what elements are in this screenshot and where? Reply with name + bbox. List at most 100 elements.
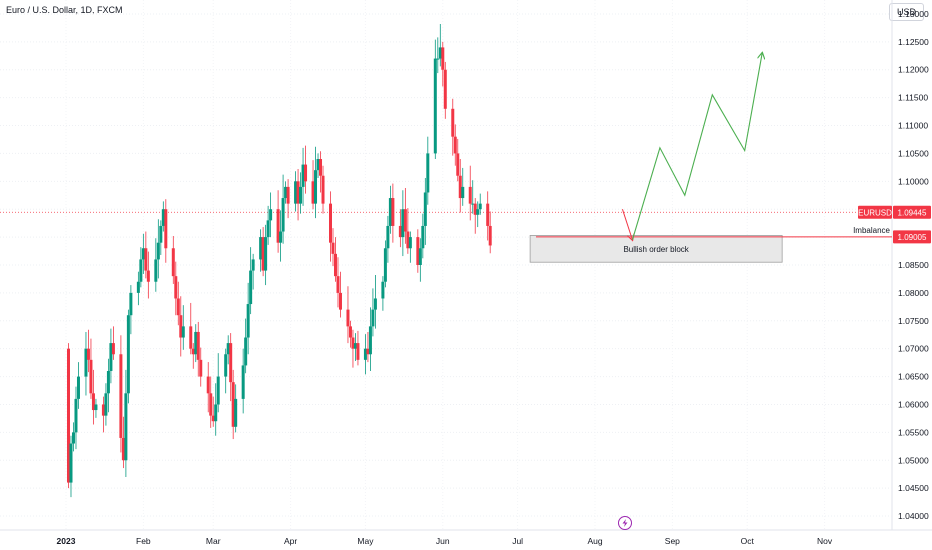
candle-body xyxy=(84,348,88,377)
candle xyxy=(373,275,377,329)
candle-body xyxy=(111,343,115,355)
candle-body xyxy=(383,248,387,282)
currency-selector-button[interactable]: USD xyxy=(888,3,924,21)
candle-body xyxy=(438,47,442,59)
candle xyxy=(363,334,367,375)
x-tick-label: Nov xyxy=(817,536,833,546)
candle-body xyxy=(418,248,422,265)
current-price-label-bg xyxy=(893,205,931,219)
candle xyxy=(486,191,490,241)
candle-body xyxy=(191,348,195,355)
candle-body xyxy=(304,164,308,182)
candle xyxy=(353,333,357,361)
candle-body xyxy=(196,331,200,360)
candle-body xyxy=(471,203,475,205)
candle-body xyxy=(426,153,430,193)
candle-body xyxy=(76,376,80,399)
candle xyxy=(468,165,472,221)
order-block-zone xyxy=(529,235,783,263)
candle-body xyxy=(366,348,370,355)
candle xyxy=(276,190,280,253)
candle-body xyxy=(194,331,198,355)
candle-body xyxy=(154,259,158,282)
symbol-label-bg xyxy=(858,205,892,219)
candle-body xyxy=(129,292,133,316)
candle xyxy=(294,171,298,212)
candle xyxy=(179,296,183,357)
candle xyxy=(471,180,475,214)
candle-body xyxy=(356,343,360,360)
candle-body xyxy=(124,393,128,461)
candle-body xyxy=(319,159,323,176)
candle xyxy=(386,215,390,263)
candle xyxy=(259,229,263,272)
candle xyxy=(246,282,250,355)
candle-body xyxy=(331,242,335,254)
candle xyxy=(209,376,213,428)
lightning-icon[interactable] xyxy=(618,516,632,530)
candles xyxy=(66,23,492,498)
y-tick-label: 1.11000 xyxy=(898,121,928,131)
candle xyxy=(286,179,290,219)
candle-body xyxy=(179,315,183,338)
candle-body xyxy=(314,170,318,204)
candle-body xyxy=(473,203,477,215)
candle xyxy=(461,167,465,206)
candle-body xyxy=(234,398,238,427)
candle-body xyxy=(176,298,180,316)
candle-body xyxy=(368,326,372,355)
candle xyxy=(94,398,98,418)
candle xyxy=(408,231,412,263)
candle-body xyxy=(101,404,105,416)
imbalance-price-label-bg xyxy=(893,230,931,244)
grid-lines xyxy=(0,0,892,530)
candle xyxy=(141,233,145,274)
candle xyxy=(144,231,148,279)
candle xyxy=(281,174,285,244)
candle xyxy=(436,37,440,74)
candle xyxy=(368,307,372,371)
y-tick-label: 1.07500 xyxy=(898,316,929,326)
order-block-label: Bullish order block xyxy=(623,245,689,254)
candle-body xyxy=(416,237,420,265)
candle xyxy=(301,147,305,206)
candle-body xyxy=(488,225,492,246)
candle-body xyxy=(461,186,465,199)
candle-body xyxy=(69,443,73,483)
candle xyxy=(194,324,198,363)
candle xyxy=(216,353,220,413)
candle-body xyxy=(229,343,233,383)
chart-title: Euro / U.S. Dollar, 1D, FXCM xyxy=(6,5,123,15)
y-tick-label: 1.04000 xyxy=(898,511,929,521)
candle xyxy=(91,369,95,425)
x-tick-label: Oct xyxy=(741,536,755,546)
y-tick-label: 1.10500 xyxy=(898,148,929,158)
candle-body xyxy=(246,304,250,338)
candle-body xyxy=(171,248,175,277)
candle-body xyxy=(231,382,235,427)
candle xyxy=(401,190,405,257)
x-tick-label: May xyxy=(357,536,374,546)
candle xyxy=(129,285,133,335)
candle xyxy=(443,61,447,119)
candle xyxy=(403,188,407,244)
candle xyxy=(423,177,427,245)
candle xyxy=(226,335,230,365)
y-tick-label: 1.12500 xyxy=(898,37,929,47)
candle-body xyxy=(329,203,332,243)
candle-body xyxy=(294,181,298,204)
candle xyxy=(106,358,110,413)
candle-body xyxy=(106,371,110,394)
candle-body xyxy=(443,69,447,109)
y-tick-label: 1.05500 xyxy=(898,427,929,437)
candle xyxy=(316,153,320,178)
candle-body xyxy=(146,270,150,282)
candle-body xyxy=(351,337,355,349)
candle-body xyxy=(241,365,245,399)
candle xyxy=(139,247,143,288)
candle-body xyxy=(174,276,178,299)
y-tick-label: 1.06000 xyxy=(898,399,929,409)
candle xyxy=(156,219,160,279)
current-price-label: 1.09445 xyxy=(898,208,927,217)
